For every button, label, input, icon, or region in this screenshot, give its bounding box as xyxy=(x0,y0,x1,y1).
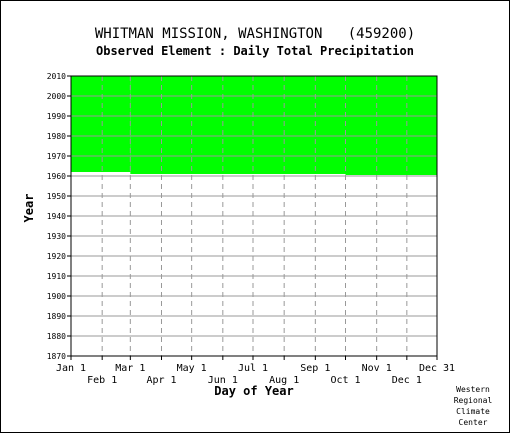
y-tick-label: 1930 xyxy=(47,232,66,241)
data-coverage-block xyxy=(130,76,346,174)
x-tick-label: Apr 1 xyxy=(146,375,176,386)
y-tick-label: 1900 xyxy=(47,292,66,301)
y-tick-label: 1950 xyxy=(47,192,66,201)
credit-line: Center xyxy=(458,418,488,427)
x-tick-label: Dec 1 xyxy=(392,375,422,386)
y-tick-label: 1980 xyxy=(47,132,66,141)
y-tick-label: 1940 xyxy=(47,212,66,221)
y-tick-label: 1920 xyxy=(47,252,66,261)
x-tick-label: Aug 1 xyxy=(269,375,299,386)
x-axis-label: Day of Year xyxy=(214,384,293,398)
x-tick-label: Jul 1 xyxy=(238,363,268,374)
credit-block: Western Regional Climate Center xyxy=(443,384,503,428)
x-tick-label: May 1 xyxy=(177,363,207,374)
data-coverage-block xyxy=(345,76,437,175)
credit-line: Regional xyxy=(453,396,493,405)
y-tick-label: 2000 xyxy=(47,92,66,101)
y-tick-label: 1880 xyxy=(47,332,66,341)
x-tick-label: Jun 1 xyxy=(208,375,238,386)
y-tick-label: 1870 xyxy=(47,352,66,361)
y-tick-label: 1890 xyxy=(47,312,66,321)
x-tick-label: Feb 1 xyxy=(87,375,117,386)
x-tick-label: Sep 1 xyxy=(300,363,330,374)
x-tick-label: Jan 1 xyxy=(56,363,86,374)
y-tick-label: 1960 xyxy=(47,172,66,181)
y-axis-label: Year xyxy=(22,194,36,223)
x-tick-label: Dec 31 xyxy=(419,363,455,374)
chart-subtitle: Observed Element : Daily Total Precipita… xyxy=(96,44,414,58)
data-coverage-block xyxy=(71,76,131,172)
y-tick-label: 1910 xyxy=(47,272,66,281)
x-tick-label: Oct 1 xyxy=(330,375,360,386)
credit-line: Western xyxy=(456,385,490,394)
x-tick-label: Mar 1 xyxy=(115,363,145,374)
chart-title: WHITMAN MISSION, WASHINGTON (459200) xyxy=(94,26,416,42)
y-tick-label: 1970 xyxy=(47,152,66,161)
x-tick-label: Nov 1 xyxy=(362,363,392,374)
credit-line: Climate xyxy=(456,407,490,416)
y-tick-label: 2010 xyxy=(47,72,66,81)
y-tick-label: 1990 xyxy=(47,112,66,121)
